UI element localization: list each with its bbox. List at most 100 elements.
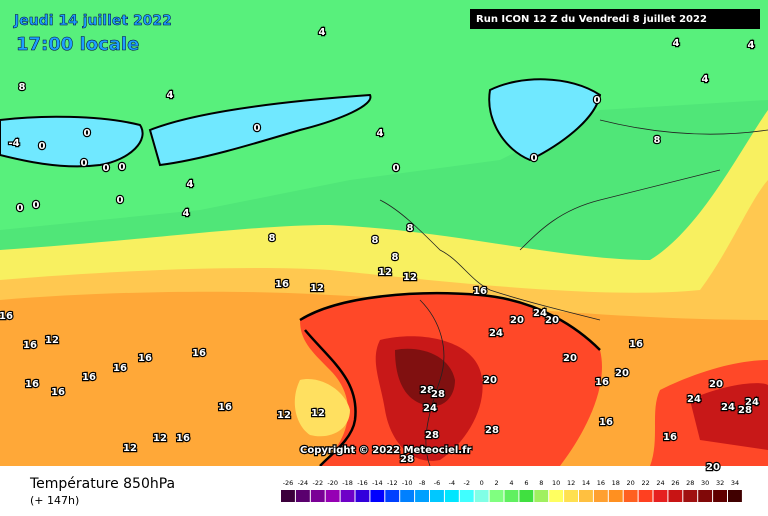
colorbar: -26 -24 -22 -20 -18 -16 -14 -12 -10 -8 -6 -4 -2 0 2 4 6 8…: [281, 479, 742, 502]
contour-label: 0: [119, 162, 126, 173]
contour-label: 28: [400, 454, 414, 465]
contour-label: 20: [510, 315, 524, 326]
colorbar-tick-label: -16: [357, 479, 368, 487]
colorbar-swatch: [593, 490, 608, 502]
colorbar-tick-label: 18: [612, 479, 620, 487]
colorbar-tick-label: 0: [480, 479, 484, 487]
contour-label: 28: [485, 425, 499, 436]
colorbar-tick-label: 8: [539, 479, 543, 487]
contour-label: 16: [25, 379, 39, 390]
contour-label: 28: [738, 405, 752, 416]
contour-label: 24: [533, 308, 547, 319]
colorbar-tick-label: -12: [387, 479, 398, 487]
contour-label: 0: [531, 153, 538, 164]
forecast-time: 17:00 locale: [16, 34, 139, 55]
contour-label: 20: [563, 353, 577, 364]
contour-label: 20: [483, 375, 497, 386]
colorbar-swatch: [474, 490, 489, 502]
colorbar-swatch: [489, 490, 504, 502]
colorbar-tick-label: -24: [298, 479, 309, 487]
contour-label: 16: [629, 339, 643, 350]
contour-label: 20: [615, 368, 629, 379]
contour-label: 16: [176, 433, 190, 444]
colorbar-swatch: [683, 490, 698, 502]
colorbar-tick-label: -22: [312, 479, 323, 487]
contour-label: 0: [17, 203, 24, 214]
run-info: Run ICON 12 Z du Vendredi 8 juillet 2022: [476, 14, 707, 25]
colorbar-swatch: [325, 490, 340, 502]
contour-label: 28: [425, 430, 439, 441]
contour-label: 0: [254, 123, 261, 134]
colorbar-tick-label: -8: [419, 479, 425, 487]
contour-label: 0: [39, 141, 46, 152]
contour-label: 0: [117, 195, 124, 206]
colorbar-swatch: [608, 490, 623, 502]
run-box: [470, 9, 760, 29]
colorbar-swatch: [415, 490, 429, 502]
footer-lead: (+ 147h): [30, 494, 79, 507]
contour-label: 20: [706, 462, 720, 473]
colorbar-tick-label: 34: [731, 479, 739, 487]
contour-label: 12: [277, 410, 291, 421]
contour-label: 16: [113, 363, 127, 374]
contour-label: 28: [420, 385, 434, 396]
colorbar-swatch: [430, 490, 444, 502]
colorbar-tick-label: 24: [656, 479, 664, 487]
colorbar-swatch: [400, 490, 415, 502]
colorbar-tick-label: -26: [283, 479, 294, 487]
contour-label: 8: [654, 135, 661, 146]
contour-label: 24: [489, 328, 503, 339]
colorbar-tick-label: 28: [686, 479, 694, 487]
colorbar-swatch: [698, 490, 713, 502]
contour-label: 0: [84, 128, 91, 139]
colorbar-tick-label: -10: [402, 479, 413, 487]
contour-label: 4: [183, 208, 190, 219]
contour-label: 16: [595, 377, 609, 388]
contour-label: 16: [51, 387, 65, 398]
colorbar-tick-label: 26: [671, 479, 679, 487]
colorbar-swatch: [623, 490, 638, 502]
contour-label: 12: [310, 283, 324, 294]
colorbar-swatch: [504, 490, 519, 502]
contour-label: 8: [269, 233, 276, 244]
contour-label: 0: [393, 163, 400, 174]
colorbar-swatch: [713, 490, 727, 502]
colorbar-swatch: [534, 490, 549, 502]
colorbar-swatch: [638, 490, 653, 502]
contour-label: 16: [663, 432, 677, 443]
colorbar-swatch: [459, 490, 474, 502]
contour-label: 16: [138, 353, 152, 364]
colorbar-tick-label: 30: [701, 479, 709, 487]
colorbar-tick-label: 6: [524, 479, 528, 487]
contour-label: 12: [378, 267, 392, 278]
colorbar-tick-label: 22: [641, 479, 649, 487]
contour-label: 0: [81, 158, 88, 169]
forecast-date: Jeudi 14 juillet 2022: [13, 13, 172, 29]
colorbar-tick-label: -14: [372, 479, 383, 487]
contour-label: 4: [187, 179, 194, 190]
contour-label: 24: [745, 397, 759, 408]
contour-label: 16: [0, 311, 13, 322]
colorbar-swatch: [355, 490, 370, 502]
colorbar-tick-label: 16: [597, 479, 605, 487]
contour-label: 28: [431, 389, 445, 400]
contour-label: 24: [721, 402, 735, 413]
colorbar-tick-label: -6: [434, 479, 440, 487]
contour-label: 12: [403, 272, 417, 283]
contour-label: 24: [423, 403, 437, 414]
contour-label: 12: [45, 335, 59, 346]
contour-label: 8: [19, 82, 26, 93]
contour-label: 16: [275, 279, 289, 290]
colorbar-tick-label: 2: [495, 479, 499, 487]
contour-label: 8: [407, 223, 414, 234]
colorbar-swatch: [295, 490, 310, 502]
contour-label: 16: [23, 340, 37, 351]
colorbar-tick-label: 32: [716, 479, 724, 487]
footer-title: Température 850hPa: [29, 476, 175, 492]
colorbar-tick-label: -2: [464, 479, 470, 487]
contour-label: 8: [392, 252, 399, 263]
contour-label: 16: [218, 402, 232, 413]
contour-label: 4: [702, 74, 709, 85]
